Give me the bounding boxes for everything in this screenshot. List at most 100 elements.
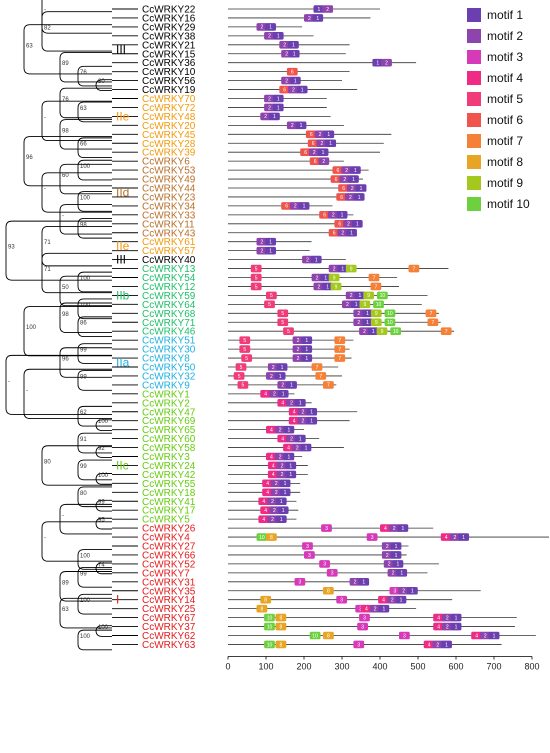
- bootstrap-value: 89: [62, 61, 69, 67]
- bootstrap-value: 60: [62, 173, 69, 179]
- tree-node-branch: [77, 65, 112, 87]
- bootstrap-value: 100: [80, 195, 91, 201]
- motif-box: [315, 372, 327, 380]
- motif-box: [281, 202, 292, 210]
- group-label: IIc: [116, 458, 129, 472]
- motif-number: 2: [281, 472, 284, 478]
- motif-box: [354, 291, 366, 300]
- motif-box: [433, 613, 444, 622]
- motif-box: [237, 381, 249, 389]
- gene-label: CcWRKY49: [142, 175, 196, 186]
- motif-number: 1: [279, 374, 282, 380]
- motif-box: [488, 631, 500, 640]
- motif-number: 6: [336, 168, 339, 174]
- motif-box: [305, 130, 317, 139]
- motif-box: [301, 336, 313, 344]
- motif-box: [264, 622, 275, 631]
- motif-box: [376, 327, 388, 335]
- motif-number: 10: [267, 624, 273, 630]
- motif-box: [346, 184, 358, 192]
- bootstrap-value: 91: [80, 437, 87, 443]
- motif-number: 2: [264, 114, 267, 120]
- motif-number: 1: [284, 481, 287, 487]
- tree-node-branch: [41, 11, 112, 52]
- motif-box: [288, 49, 300, 58]
- tree-node-branch: [95, 446, 112, 458]
- motif-number: 2: [308, 16, 311, 22]
- motif-box: [384, 309, 396, 318]
- motif-number: 6: [312, 141, 315, 147]
- tree-node-branch: [77, 370, 112, 391]
- motif-box: [250, 264, 262, 273]
- x-axis-tick-label: 800: [524, 661, 539, 671]
- gene-label: CcWRKY38: [142, 31, 196, 42]
- motif-box: [323, 381, 334, 389]
- bootstrap-value: 74: [98, 562, 105, 568]
- bootstrap-value: 76: [62, 97, 69, 103]
- motif-box: [336, 211, 348, 219]
- motif-number: 1: [277, 34, 280, 40]
- motif-number: 1: [462, 535, 465, 541]
- motif-number: 1: [395, 553, 398, 559]
- motif-box: [309, 157, 321, 165]
- bootstrap-value: 100: [80, 553, 91, 559]
- motif-box: [304, 14, 315, 22]
- motif-box: [346, 228, 357, 237]
- motif-box: [265, 237, 277, 246]
- motif-number: 7: [338, 338, 341, 344]
- motif-number: 1: [273, 114, 276, 120]
- legend-swatch: [467, 29, 481, 43]
- bootstrap-value: 99: [80, 348, 87, 354]
- motif-box: [262, 488, 273, 497]
- motif-number: 6: [285, 204, 288, 210]
- motif-number: 2: [275, 481, 278, 487]
- motif-number: 1: [280, 499, 283, 505]
- motif-number: 2: [281, 463, 284, 469]
- legend-label: motif 2: [487, 29, 523, 43]
- tree-node-branch: [41, 100, 112, 142]
- motif-number: 1: [382, 606, 385, 612]
- bootstrap-value: 99: [80, 374, 87, 380]
- gene-label: CcWRKY62: [142, 631, 196, 642]
- motif-box: [320, 273, 332, 282]
- motif-box: [383, 560, 395, 568]
- motif-box: [295, 121, 307, 130]
- motif-box: [279, 479, 291, 488]
- motif-number: 1: [290, 383, 293, 389]
- motif-number: 2: [271, 499, 274, 505]
- tree-node-branch: [95, 473, 112, 485]
- motif-number: 1: [277, 105, 280, 111]
- tree-node-branch: [77, 191, 112, 212]
- motif-box: [233, 372, 245, 380]
- motif-number: 2: [354, 580, 357, 586]
- motif-number: 1: [362, 580, 365, 586]
- motif-box: [267, 497, 278, 506]
- motif-number: 4: [293, 419, 296, 425]
- group-label: IIe: [116, 239, 130, 253]
- tree-node-branch: [59, 302, 112, 333]
- motif-number: 6: [310, 132, 313, 138]
- motif-box: [269, 390, 280, 398]
- motif-number: 2: [322, 159, 325, 165]
- motif-box: [441, 622, 453, 631]
- motif-number: 1: [282, 392, 285, 398]
- motif-number: 7: [430, 311, 433, 317]
- tree-node-branch: [95, 79, 112, 91]
- motif-number: 3: [331, 571, 334, 577]
- bootstrap-value: 66: [80, 142, 87, 148]
- motif-box: [398, 586, 410, 595]
- tree-node-branch: [59, 503, 112, 535]
- motif-box: [277, 381, 289, 389]
- tree-node-branch: [59, 571, 112, 602]
- motif-number: 7: [316, 365, 319, 371]
- motif-number: 1: [293, 52, 296, 58]
- motif-box: [266, 291, 277, 300]
- tree-node-branch: [59, 597, 112, 629]
- motif-number: 1: [315, 257, 318, 263]
- motif-box: [425, 309, 437, 318]
- motif-number: 10: [376, 302, 382, 308]
- gene-label: CcWRKY55: [142, 479, 196, 490]
- motif-box: [272, 32, 284, 40]
- bootstrap-value: -: [44, 115, 46, 121]
- motif-box: [294, 434, 306, 443]
